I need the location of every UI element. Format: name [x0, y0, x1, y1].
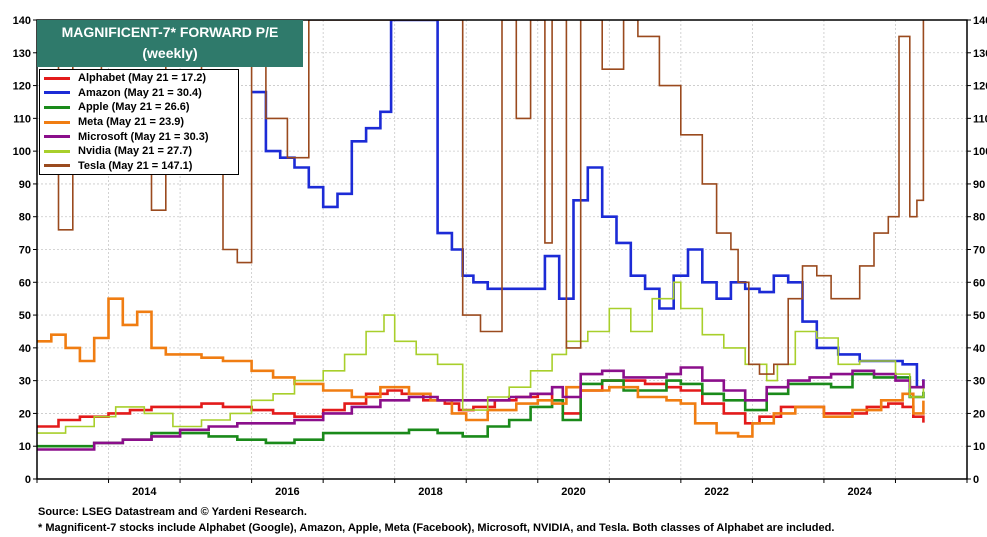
x-axis: 2014 2016 2018 2020 2022 2024	[36, 479, 968, 498]
series-line-amazon	[251, 20, 925, 389]
source-note: Source: LSEG Datastream and © Yardeni Re…	[38, 506, 307, 518]
y-tick-label: 30	[973, 376, 985, 388]
y-tick-label: 140	[13, 15, 31, 27]
legend-label: Meta (May 21 = 23.9)	[78, 116, 185, 129]
legend-swatch	[44, 149, 70, 153]
x-tick-label: 2016	[275, 486, 299, 498]
y-tick-label: 0	[25, 474, 31, 486]
y-tick-label: 0	[973, 474, 979, 486]
footnote: * Magnificent-7 stocks include Alphabet …	[38, 522, 835, 534]
x-tick-label: 2018	[418, 486, 442, 498]
legend-label: Microsoft (May 21 = 30.3)	[78, 130, 209, 143]
chart-title: MAGNIFICENT-7* FORWARD P/E	[61, 24, 279, 40]
y-tick-label: 40	[19, 343, 31, 355]
y-tick-label: 70	[19, 245, 31, 257]
y-tick-label: 100	[973, 146, 987, 158]
legend-label: Tesla (May 21 = 147.1)	[78, 159, 193, 172]
y-tick-label: 100	[13, 146, 31, 158]
y-tick-label: 120	[973, 81, 987, 93]
x-tick-label: 2024	[847, 486, 872, 498]
x-tick-label: 2022	[704, 486, 728, 498]
y-tick-label: 60	[19, 277, 31, 289]
legend-label: Apple (May 21 = 26.6)	[78, 101, 190, 114]
y-tick-label: 10	[19, 441, 31, 453]
legend-swatch	[44, 164, 70, 168]
series-line-alphabet	[37, 379, 925, 428]
legend-item-nvidia: Nvidia (May 21 = 27.7)	[44, 144, 238, 159]
y-tick-label: 80	[973, 212, 985, 224]
legend-swatch	[44, 120, 70, 124]
y-tick-label: 20	[973, 408, 985, 420]
legend-item-meta: Meta (May 21 = 23.9)	[44, 115, 238, 130]
legend-swatch	[44, 76, 70, 80]
legend-swatch	[44, 91, 70, 95]
legend-item-amazon: Amazon (May 21 = 30.4)	[44, 86, 238, 101]
y-tick-label: 130	[973, 48, 987, 60]
y-axis-left: 0 10 20 30 40 50 60 70 80 90 100 110 120 130 140	[13, 15, 37, 486]
legend-label: Nvidia (May 21 = 27.7)	[78, 145, 193, 158]
y-axis-right: 0 10 20 30 40 50 60 70 80 90 100 110 120 130 140	[967, 15, 987, 486]
y-tick-label: 130	[13, 48, 31, 60]
series-line-microsoft	[37, 366, 925, 451]
series-line-tesla	[37, 20, 925, 375]
legend-item-tesla: Tesla (May 21 = 147.1)	[44, 159, 238, 174]
legend-swatch	[44, 135, 70, 139]
y-tick-label: 50	[19, 310, 31, 322]
legend-item-alphabet: Alphabet (May 21 = 17.2)	[44, 71, 238, 86]
series-line-nvidia	[37, 281, 925, 434]
y-tick-label: 140	[973, 15, 987, 27]
chart-title-box: MAGNIFICENT-7* FORWARD P/E (weekly)	[37, 20, 303, 67]
x-tick-label: 2014	[132, 486, 157, 498]
series-lines	[37, 20, 925, 451]
x-tick-label: 2020	[561, 486, 585, 498]
legend-swatch	[44, 105, 70, 109]
y-tick-label: 90	[973, 179, 985, 191]
chart-subtitle: (weekly)	[142, 45, 198, 61]
y-tick-label: 110	[973, 113, 987, 125]
legend-item-microsoft: Microsoft (May 21 = 30.3)	[44, 129, 238, 144]
y-tick-label: 50	[973, 310, 985, 322]
legend-item-apple: Apple (May 21 = 26.6)	[44, 100, 238, 115]
y-tick-label: 70	[973, 245, 985, 257]
y-tick-label: 120	[13, 81, 31, 93]
y-tick-label: 20	[19, 408, 31, 420]
y-tick-label: 60	[973, 277, 985, 289]
y-tick-label: 40	[973, 343, 985, 355]
legend-label: Amazon (May 21 = 30.4)	[78, 86, 202, 99]
legend-label: Alphabet (May 21 = 17.2)	[78, 72, 207, 85]
y-tick-label: 110	[13, 113, 31, 125]
legend: Alphabet (May 21 = 17.2) Amazon (May 21 …	[39, 69, 239, 176]
y-tick-label: 10	[973, 441, 985, 453]
series-line-apple	[37, 372, 925, 448]
series-line-meta	[37, 297, 925, 438]
y-tick-label: 90	[19, 179, 31, 191]
y-tick-label: 80	[19, 212, 31, 224]
y-tick-label: 30	[19, 376, 31, 388]
